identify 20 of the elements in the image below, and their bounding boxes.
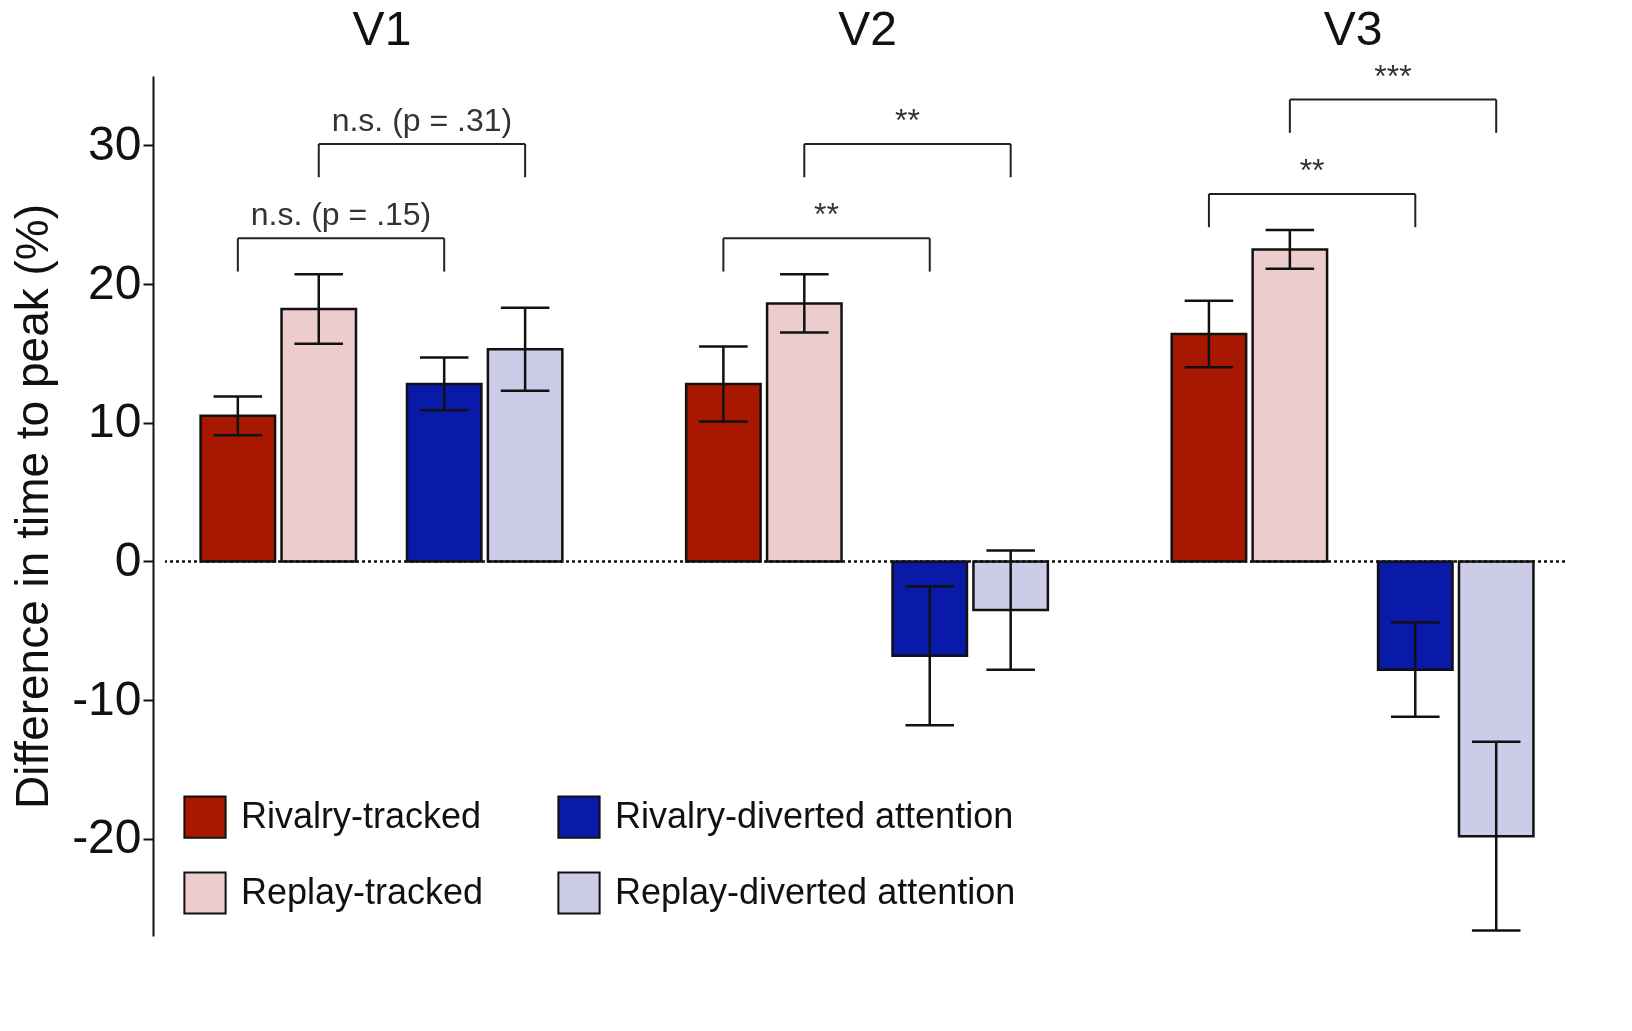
y-tick-label: 0	[114, 532, 142, 586]
legend-label: Replay-tracked	[241, 871, 484, 912]
annotation: **	[895, 101, 920, 138]
x-tick-label: V1	[352, 1, 412, 55]
y-tick-label: 20	[88, 255, 142, 309]
legend-label: Rivalry-tracked	[241, 795, 482, 837]
y-axis-title: Difference in time to peak (%)	[6, 203, 59, 810]
y-tick-label: 10	[88, 394, 142, 448]
annotation: **	[814, 196, 840, 233]
y-tick-label: -10	[72, 671, 142, 725]
annotation: **	[1299, 151, 1325, 188]
legend-label: Replay-diverted attention	[615, 871, 1016, 912]
x-tick-label: V3	[1323, 1, 1383, 55]
x-tick-label: V2	[838, 1, 897, 55]
annotation: n.s. (p = .15)	[250, 196, 432, 233]
legend-label: Rivalry-diverted attention	[615, 795, 1014, 837]
annotation: n.s. (p = .31)	[331, 101, 513, 138]
y-tick-label: 30	[88, 116, 142, 170]
y-tick-label: -20	[72, 810, 142, 864]
annotation: ***	[1374, 57, 1412, 94]
